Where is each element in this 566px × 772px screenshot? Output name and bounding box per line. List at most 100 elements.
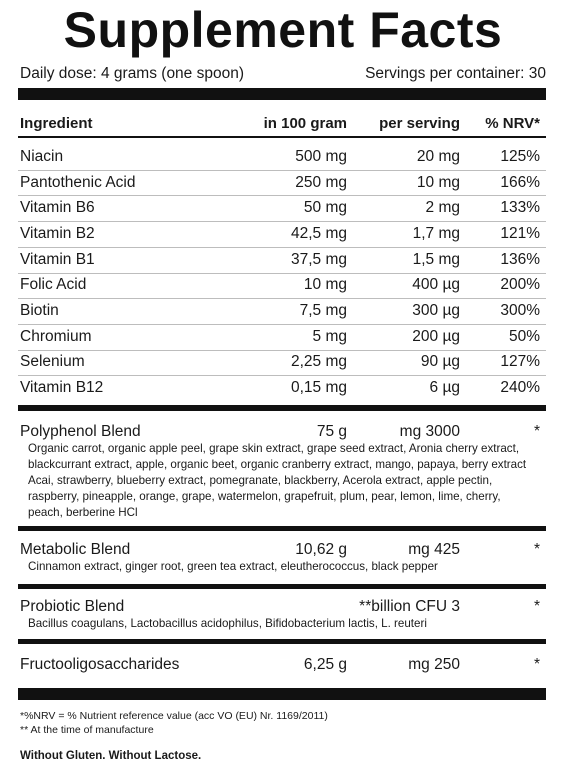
table-row: Pantothenic Acid 250 mg 10 mg 166% (18, 170, 546, 196)
cell: 300% (500, 302, 540, 320)
blend-name: Metabolic Blend (20, 541, 131, 558)
table-header: Ingredient in 100 gram per serving % NRV* (18, 112, 546, 134)
cell: Vitamin B2 (20, 224, 95, 242)
footnote: *%NRV = % Nutrient reference value (acc … (20, 710, 328, 722)
blend-row: Fructooligosaccharides 6,25 g 250 mg * (18, 655, 546, 675)
blend-name: Fructooligosaccharides (20, 656, 180, 673)
divider-bar (18, 688, 546, 700)
cell: 6,25 g (303, 656, 347, 673)
cell: 125% (500, 147, 540, 165)
blend-description: Cinnamon extract, ginger root, green tea… (28, 560, 438, 573)
cell: 2,25 mg (290, 353, 347, 371)
cell: 6 µg (429, 379, 460, 397)
cell: 250 mg (295, 173, 347, 191)
cell: 200% (500, 276, 540, 294)
footer-note: Without Gluten. Without Lactose. (20, 750, 202, 762)
cell: 5 mg (312, 327, 347, 345)
table-row: Vitamin B1 37,5 mg 1,5 mg 136% (18, 247, 546, 273)
cell: 136% (500, 250, 540, 268)
cell: 127% (500, 353, 540, 371)
table-row: Vitamin B2 42,5 mg 1,7 mg 121% (18, 221, 546, 247)
cell: * (533, 656, 540, 673)
cell: 7,5 mg (299, 302, 347, 320)
title: Supplement Facts (63, 2, 503, 58)
cell: 400 µg (412, 276, 460, 294)
cell: 425 mg (408, 541, 460, 558)
divider-bar (18, 405, 546, 411)
cell: 3000 mg (399, 423, 460, 440)
cell: 250 mg (408, 656, 460, 673)
cell: Folic Acid (20, 276, 87, 294)
cell: 37,5 mg (290, 250, 347, 268)
cell: 50% (508, 327, 540, 345)
cell: * (533, 598, 540, 615)
footnote: ** At the time of manufacture (20, 724, 154, 736)
separator (18, 323, 546, 325)
separator (18, 246, 546, 248)
divider-bar (18, 526, 546, 531)
cell: * (533, 541, 540, 558)
cell: Niacin (20, 147, 64, 165)
divider-bar (18, 88, 546, 100)
separator (18, 221, 546, 223)
column-header: per serving (379, 114, 460, 132)
table-row: Vitamin B12 0,15 mg 6 µg 240% (18, 375, 546, 401)
cell: 3 billion CFU** (359, 598, 460, 615)
separator (18, 375, 546, 377)
cell: 2 mg (425, 199, 460, 217)
cell: Pantothenic Acid (20, 173, 136, 191)
cell: 75 g (316, 423, 347, 440)
cell: * (533, 423, 540, 440)
separator (18, 272, 546, 274)
blend-name: Polyphenol Blend (20, 423, 141, 440)
table-row: Chromium 5 mg 200 µg 50% (18, 324, 546, 350)
cell: Selenium (20, 353, 85, 371)
blend-description: Organic carrot, organic apple peel, grap… (28, 442, 527, 519)
column-header: % NRV* (485, 114, 540, 132)
cell: 240% (500, 379, 540, 397)
blend-name: Probiotic Blend (20, 598, 125, 615)
cell: 500 mg (295, 147, 347, 165)
separator (18, 169, 546, 171)
table-row: Folic Acid 10 mg 400 µg 200% (18, 273, 546, 299)
cell: 166% (500, 173, 540, 191)
cell: 133% (500, 199, 540, 217)
cell: Chromium (20, 327, 92, 345)
cell: 300 µg (412, 302, 460, 320)
cell: 200 µg (412, 327, 460, 345)
cell: 10,62 g (295, 541, 347, 558)
table-row: Vitamin B6 50 mg 2 mg 133% (18, 195, 546, 221)
cell: 10 mg (416, 173, 460, 191)
cell: 121% (500, 224, 540, 242)
cell: 1,5 mg (412, 250, 460, 268)
divider-bar (18, 584, 546, 589)
cell: Biotin (20, 302, 59, 320)
blend-row: Polyphenol Blend 75 g 3000 mg * (18, 422, 546, 442)
column-header: Ingredient (20, 114, 93, 132)
blend-description: Bacillus coagulans, Lactobacillus acidop… (28, 617, 427, 630)
separator (18, 195, 546, 197)
divider-bar (18, 639, 546, 644)
cell: 42,5 mg (290, 224, 347, 242)
daily-dose: Daily dose: 4 grams (one spoon) (20, 65, 245, 82)
table-row: Niacin 500 mg 20 mg 125% (18, 144, 546, 170)
servings: Servings per container: 30 (365, 65, 546, 82)
cell: 10 mg (303, 276, 347, 294)
cell: 0,15 mg (290, 379, 347, 397)
separator (18, 136, 546, 138)
cell: Vitamin B1 (20, 250, 95, 268)
column-header: in 100 gram (263, 114, 347, 132)
table-row: Biotin 7,5 mg 300 µg 300% (18, 298, 546, 324)
cell: 1,7 mg (412, 224, 460, 242)
cell: 90 µg (420, 353, 460, 371)
table-row: Selenium 2,25 mg 90 µg 127% (18, 350, 546, 376)
cell: Vitamin B6 (20, 199, 95, 217)
cell: 20 mg (416, 147, 460, 165)
blend-row: Probiotic Blend 3 billion CFU** * (18, 597, 546, 617)
separator (18, 349, 546, 351)
separator (18, 298, 546, 300)
cell: Vitamin B12 (20, 379, 104, 397)
cell: 50 mg (303, 199, 347, 217)
blend-row: Metabolic Blend 10,62 g 425 mg * (18, 540, 546, 560)
